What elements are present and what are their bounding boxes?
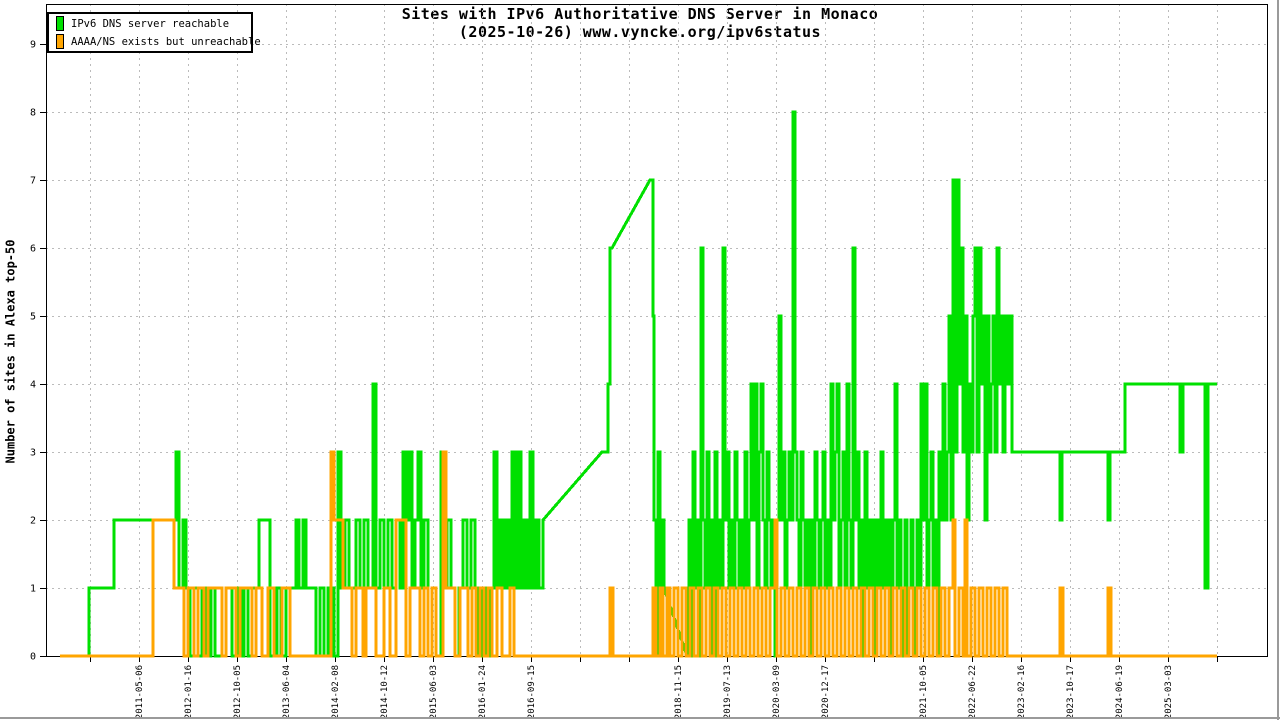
y-tick-label: 2 [30,516,36,527]
y-tick-label: 7 [30,176,36,187]
x-tick-label: 2025-03-03 [1164,665,1174,719]
y-tick-label: 5 [30,312,36,323]
chart-title-line1: Sites with IPv6 Authoritative DNS Server… [401,5,879,23]
x-tick-label: 2019-07-13 [723,665,733,719]
y-tick-label: 8 [30,108,36,119]
x-tick-label: 2014-02-08 [331,665,341,719]
x-tick-label: 2012-01-16 [184,665,194,719]
chart-title-line2: (2025-10-26) www.vyncke.org/ipv6status [458,23,822,41]
y-tick-label: 0 [30,652,36,663]
legend-item-unreachable: AAAA/NS exists but unreachable [56,33,261,50]
x-tick-label: 2023-10-17 [1066,665,1076,719]
legend-box: IPv6 DNS server reachable AAAA/NS exists… [47,12,261,53]
reachable-swatch-icon [56,16,64,31]
legend-label-unreachable: AAAA/NS exists but unreachable [71,35,261,48]
series-line-unreachable [60,450,1217,658]
y-tick-label: 6 [30,244,36,255]
y-tick-label: 4 [30,380,36,391]
x-tick-label: 2018-11-15 [674,665,684,719]
x-tick-label: 2014-10-12 [380,665,390,719]
x-tick-label: 2020-03-09 [772,665,782,719]
x-tick-label: 2020-12-17 [821,665,831,719]
window-bottom-edge [0,717,1280,719]
x-tick-label: 2024-06-19 [1115,665,1125,719]
x-tick-label: 2011-05-06 [135,665,145,719]
y-axis-title: Number of sites in Alexa top-50 [3,239,18,464]
x-tick-label: 2023-02-16 [1017,665,1027,719]
y-tick-label: 1 [30,584,36,595]
x-tick-label: 2012-10-05 [233,665,243,719]
x-tick-label: 2015-06-03 [429,665,439,719]
window-right-edge [1277,0,1279,720]
x-tick-label: 2016-01-24 [478,665,488,719]
legend-item-reachable: IPv6 DNS server reachable [56,15,251,32]
x-tick-label: 2022-06-22 [968,665,978,719]
x-tick-label: 2021-10-05 [919,665,929,719]
unreachable-swatch-icon [56,34,64,49]
legend-label-reachable: IPv6 DNS server reachable [71,17,230,30]
x-tick-label: 2013-06-04 [282,665,292,719]
x-tick-label: 2016-09-15 [527,665,537,719]
y-tick-label: 9 [30,40,36,51]
y-tick-label: 3 [30,448,36,459]
